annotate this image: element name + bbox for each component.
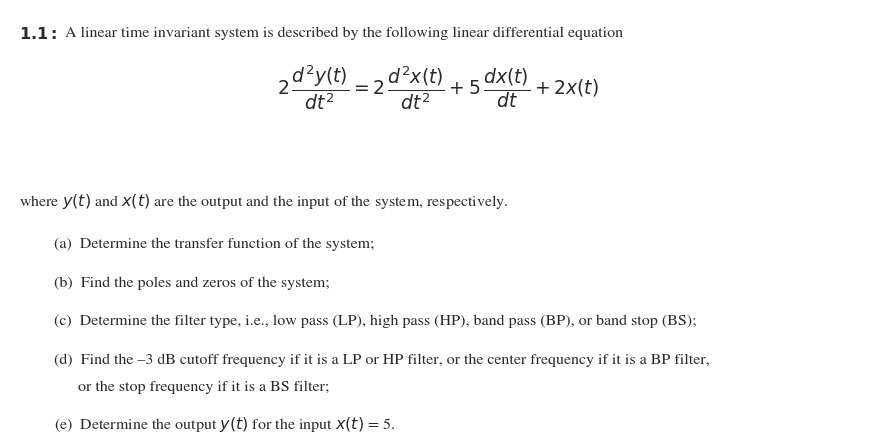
Text: (b)  Find the poles and zeros of the system;: (b) Find the poles and zeros of the syst… xyxy=(54,277,330,290)
Text: (e)  Determine the output $y(t)$ for the input $x(t)$ = 5.: (e) Determine the output $y(t)$ for the … xyxy=(54,415,395,434)
Text: where $y(t)$ and $x(t)$ are the output and the input of the system, respectively: where $y(t)$ and $x(t)$ are the output a… xyxy=(19,192,509,211)
Text: (a)  Determine the transfer function of the system;: (a) Determine the transfer function of t… xyxy=(54,238,375,251)
Text: A linear time invariant system is described by the following linear differential: A linear time invariant system is descri… xyxy=(65,26,623,40)
Text: (c)  Determine the filter type, i.e., low pass (LP), high pass (HP), band pass (: (c) Determine the filter type, i.e., low… xyxy=(54,315,697,328)
Text: (d)  Find the –3 dB cutoff frequency if it is a LP or HP filter, or the center f: (d) Find the –3 dB cutoff frequency if i… xyxy=(54,353,710,367)
Text: or the stop frequency if it is a BS filter;: or the stop frequency if it is a BS filt… xyxy=(54,380,329,394)
Text: $\mathbf{1.1:}$: $\mathbf{1.1:}$ xyxy=(19,26,57,42)
Text: $2\,\dfrac{d^2y(t)}{dt^2} = 2\,\dfrac{d^2x(t)}{dt^2} + 5\,\dfrac{dx(t)}{dt} + 2x: $2\,\dfrac{d^2y(t)}{dt^2} = 2\,\dfrac{d^… xyxy=(277,63,599,112)
